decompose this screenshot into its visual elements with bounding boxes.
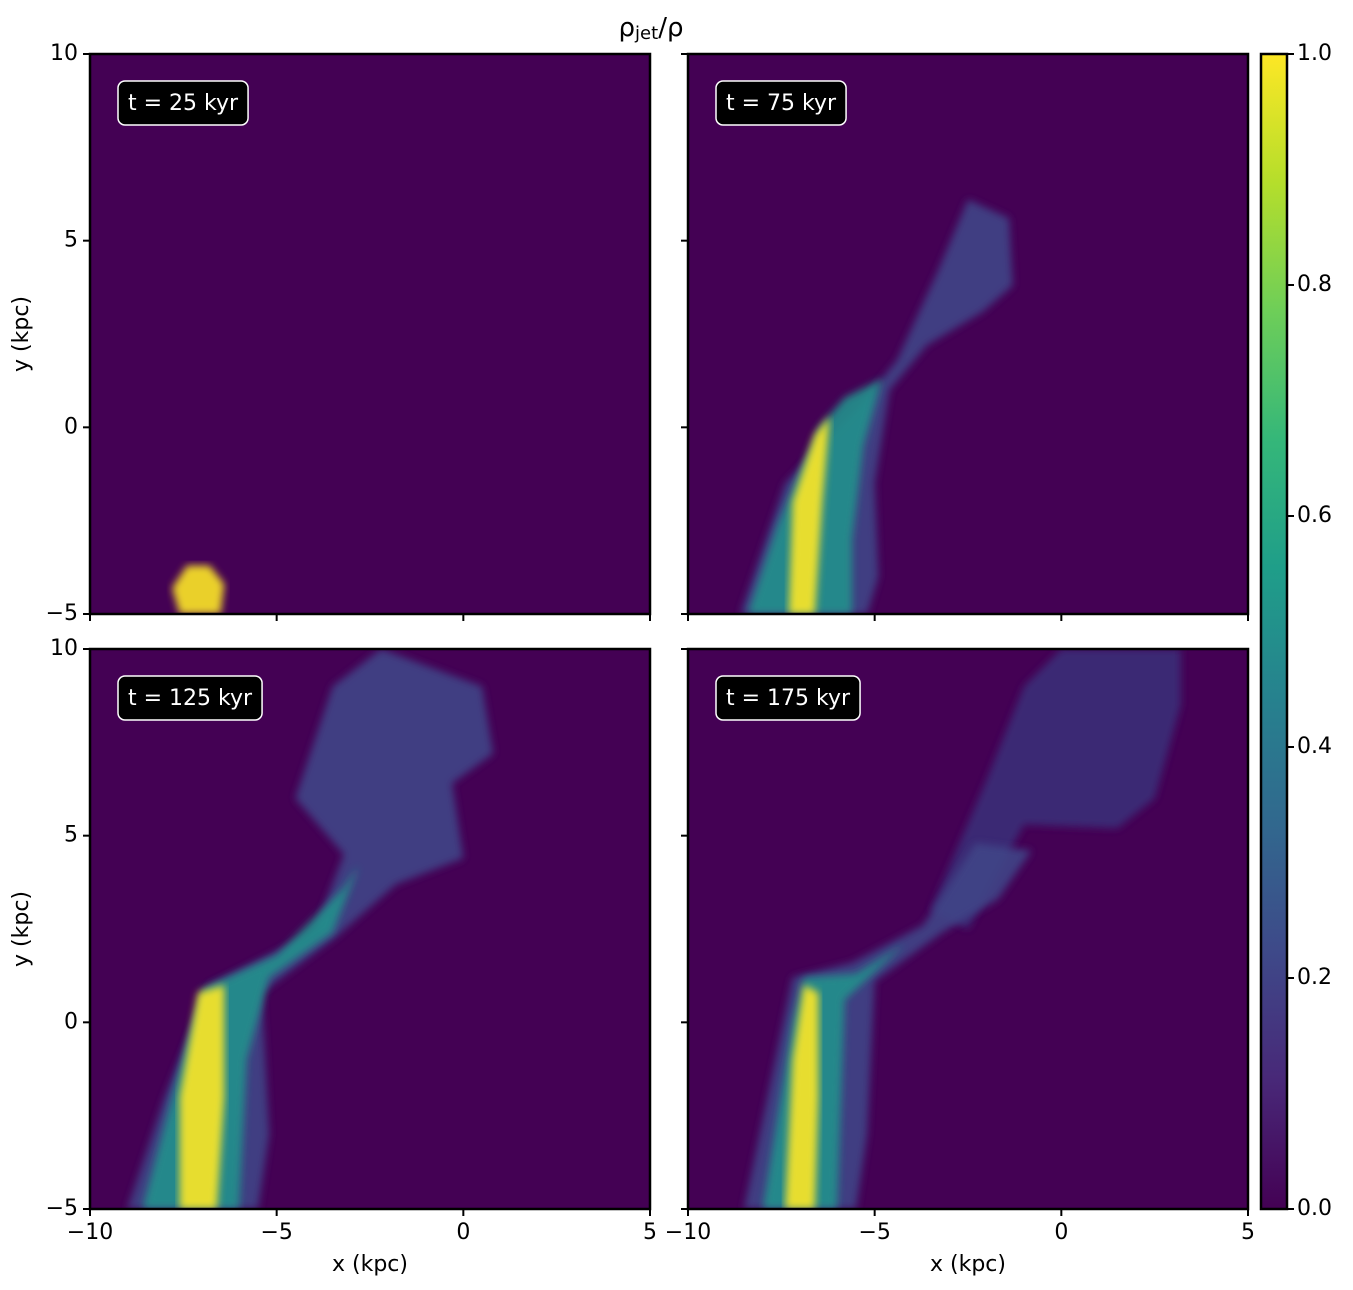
- frame: [686, 647, 1250, 1211]
- y-tick-label: 10: [50, 41, 78, 66]
- x-tick-label: 0: [1054, 1220, 1068, 1245]
- colorbar-tick-label: 0.2: [1297, 965, 1332, 990]
- colorbar-tick-label: 0.6: [1297, 503, 1332, 528]
- image: [127, 649, 494, 1209]
- x-axis-label: x (kpc): [332, 1252, 408, 1277]
- x-tick-label: −5: [260, 1220, 292, 1245]
- x-tick-label: −5: [858, 1220, 890, 1245]
- y-tick-label: 5: [64, 823, 78, 848]
- colorbar-tick-label: 0.8: [1297, 272, 1332, 297]
- colorbar-tick-label: 0.4: [1297, 734, 1332, 759]
- annotation-box: [715, 675, 861, 721]
- annotation: t = 75 kyr: [726, 91, 837, 116]
- annotation: t = 125 kyr: [128, 686, 253, 711]
- colorbar-tick-label: 0.0: [1297, 1196, 1332, 1221]
- annotation: t = 25 kyr: [128, 91, 239, 116]
- y-tick-label: 5: [64, 228, 78, 253]
- annotation-box: [117, 80, 249, 126]
- y-tick-label: −5: [46, 601, 78, 626]
- image: [744, 649, 1181, 1209]
- plume: [788, 416, 830, 614]
- y-tick-label: 0: [64, 1009, 78, 1034]
- frame: [88, 52, 652, 616]
- x-tick-label: 5: [643, 1220, 657, 1245]
- y-axis-label: y (kpc): [9, 891, 34, 967]
- x-tick-label: −10: [665, 1220, 711, 1245]
- image: [740, 199, 1013, 614]
- y-tick-label: 0: [64, 414, 78, 439]
- annotation-box: [117, 675, 263, 721]
- y-tick-label: −5: [46, 1196, 78, 1221]
- x-tick-label: 5: [1241, 1220, 1255, 1245]
- annotation: t = 175 kyr: [726, 686, 851, 711]
- plot-area: [90, 54, 650, 614]
- frame: [88, 647, 652, 1211]
- frame: [686, 52, 1250, 616]
- figure-title: ρjet/ρ: [619, 13, 684, 45]
- colorbar: [1259, 52, 1289, 1211]
- colorbar-tick-label: 1.0: [1297, 41, 1332, 66]
- x-tick-label: 0: [456, 1220, 470, 1245]
- plume: [785, 985, 819, 1209]
- x-axis-label: x (kpc): [930, 1252, 1006, 1277]
- image: [172, 565, 225, 614]
- plume: [172, 565, 225, 614]
- x-tick-label: −10: [67, 1220, 113, 1245]
- plume: [179, 985, 225, 1209]
- y-axis-label: y (kpc): [9, 296, 34, 372]
- annotation-box: [715, 80, 847, 126]
- y-tick-label: 10: [50, 636, 78, 661]
